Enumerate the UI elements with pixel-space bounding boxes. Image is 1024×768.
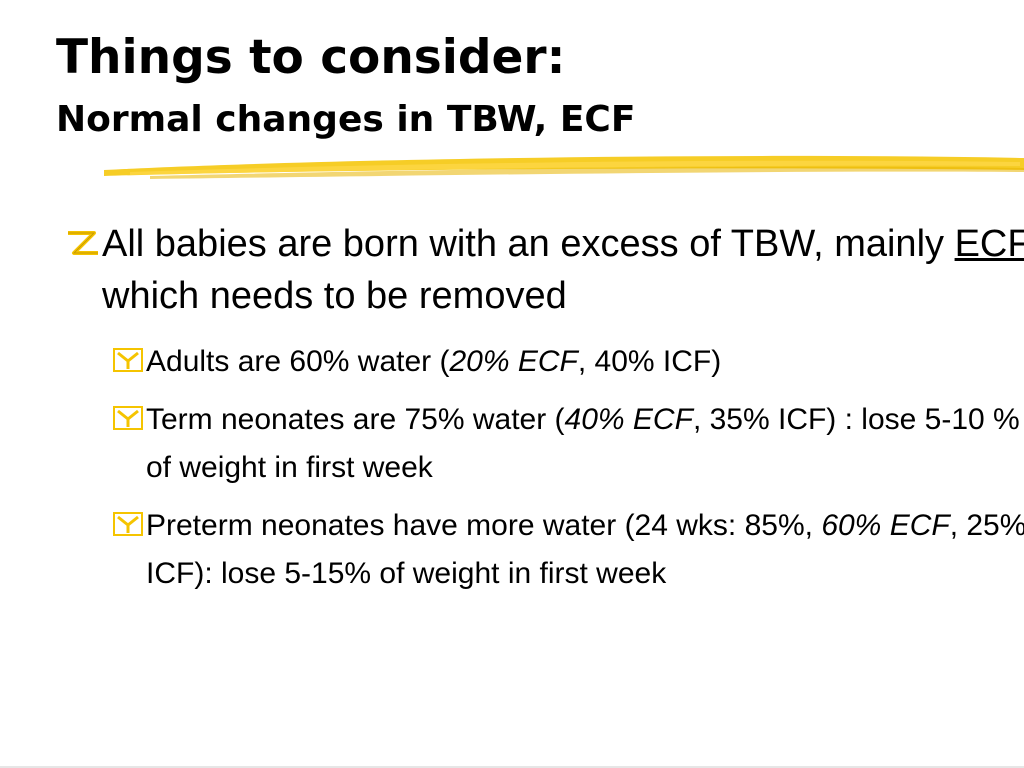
sub-bullet-term-text-a: Term neonates are 75% water ( [146, 403, 565, 436]
y-box-icon [112, 347, 146, 373]
sub-bullet-term-text-b: , 35% ICF) : lose 5-10 % of weight in fi… [146, 403, 1020, 484]
y-box-icon [112, 511, 146, 537]
sub-bullet-adults-text-a: Adults are 60% water ( [146, 345, 450, 378]
y-box-icon [112, 405, 146, 431]
slide-title: Things to consider: [56, 30, 566, 85]
sub-bullet-preterm-italic: 60% ECF [821, 509, 950, 542]
sub-bullet-term: Term neonates are 75% water (40% ECF, 35… [112, 396, 1024, 492]
sub-bullet-adults: Adults are 60% water (20% ECF, 40% ICF) [112, 338, 1024, 386]
sub-bullet-preterm: Preterm neonates have more water (24 wks… [112, 502, 1024, 598]
sub-bullet-preterm-text-b: , 25% ICF): lose 5-15% of weight in firs… [146, 509, 1024, 590]
bottom-divider [0, 766, 1024, 768]
z-flag-icon [64, 227, 102, 259]
title-underline-brush [104, 155, 1024, 179]
bullet-main-text-b: , which needs to be removed [102, 275, 567, 317]
bullet-main-underlined: ECF [954, 223, 1024, 265]
slide-subtitle: Normal changes in TBW, ECF [56, 99, 636, 140]
bullet-main-text-a: All babies are born with an excess of TB… [102, 223, 955, 265]
sub-bullet-term-italic: 40% ECF [564, 403, 693, 436]
sub-bullet-preterm-text-a: Preterm neonates have more water (24 wks… [146, 509, 822, 542]
sub-bullet-adults-italic: 20% ECF [449, 345, 578, 378]
sub-bullet-adults-text-b: , 40% ICF) [577, 345, 722, 378]
bullet-main: All babies are born with an excess of TB… [64, 218, 1024, 322]
